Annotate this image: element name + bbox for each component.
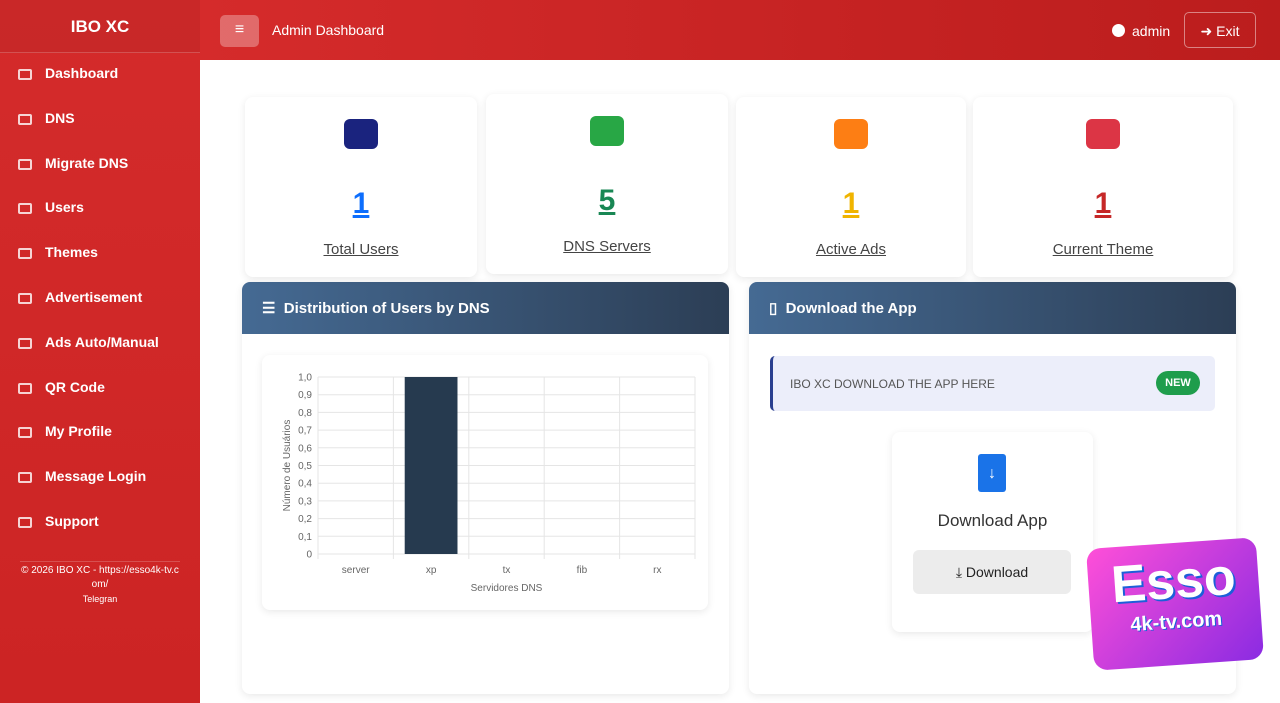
panel-header: ▯ Download the App	[749, 282, 1236, 334]
y-tick-label: 0	[306, 550, 312, 561]
banner-text: IBO XC DOWNLOAD THE APP HERE	[790, 377, 995, 391]
menu-item[interactable]: QR Code	[18, 377, 105, 397]
x-tick-label: fib	[577, 565, 588, 576]
menu-item[interactable]: Users	[18, 197, 84, 217]
menu-icon	[18, 427, 32, 439]
stat-card: 1 Current Theme	[973, 97, 1233, 277]
menu-item[interactable]: Dashboard	[18, 63, 118, 83]
exit-button[interactable]: ➜ Exit	[1184, 12, 1256, 48]
footer: © 2026 IBO XC - https://esso4k-tv.com/Te…	[20, 561, 180, 606]
menu-item[interactable]: Support	[18, 511, 99, 531]
panel-header: ☰ Distribution of Users by DNS	[242, 282, 729, 334]
exit-label: Exit	[1216, 23, 1240, 39]
menu-label: Dashboard	[45, 65, 119, 81]
menu-item[interactable]: Migrate DNS	[18, 153, 128, 173]
menu-label: My Profile	[45, 423, 112, 440]
y-axis-label: Número de Usuários	[282, 420, 293, 512]
menu-icon	[18, 337, 32, 349]
y-tick-label: 0,6	[298, 443, 312, 454]
footer-text: © 2026 IBO XC - https://esso4k-tv.com/	[21, 565, 179, 590]
chart-panel: ☰ Distribution of Users by DNS 0 0,1 0,2 0,…	[242, 282, 729, 694]
stat-icon	[590, 116, 624, 146]
stat-icon	[834, 119, 868, 149]
menu-item[interactable]: My Profile	[18, 421, 112, 441]
stat-card: 1 Active Ads	[736, 97, 966, 277]
menu-label: Message Login	[45, 468, 147, 485]
sidebar: IBO XC © 2026 IBO XC - https://esso4k-tv…	[0, 0, 200, 703]
x-axis-label: Servidores DNS	[471, 583, 543, 594]
y-tick-label: 0,7	[298, 426, 312, 437]
menu-icon	[18, 382, 32, 394]
stat-label: DNS Servers	[563, 238, 651, 255]
chart: 0 0,1 0,2 0,3 0,4 0,5 0,6 0,7 0,8 0,9 1,0 server xp t…	[282, 373, 696, 594]
stat-value: 1	[1094, 187, 1112, 220]
banner: IBO XC DOWNLOAD THE APP HERE NEW	[770, 356, 1215, 411]
menu-item[interactable]: Themes	[18, 242, 98, 262]
watermark: Esso 4k-tv.com	[1085, 537, 1265, 671]
menu-label: Migrate DNS	[45, 154, 129, 171]
menu-icon	[18, 69, 32, 80]
chart-card: 0 0,1 0,2 0,3 0,4 0,5 0,6 0,7 0,8 0,9 1,0 server xp t…	[262, 355, 708, 610]
y-tick-label: 0,9	[298, 390, 312, 401]
stat-value: 5	[598, 184, 616, 217]
panel-title: Download the App	[785, 300, 917, 317]
menu-item[interactable]: Advertisement	[18, 287, 142, 307]
download-button[interactable]: ⤓ Download	[913, 550, 1071, 594]
y-tick-label: 0,4	[298, 479, 312, 490]
stat-icon	[344, 119, 378, 149]
y-tick-label: 0,1	[298, 532, 312, 543]
stat-card: 5 DNS Servers	[486, 94, 728, 274]
file-icon: ↓	[978, 454, 1006, 492]
stat-value: 1	[352, 187, 370, 220]
download-panel: ▯ Download the App IBO XC DOWNLOAD THE A…	[749, 282, 1236, 694]
x-tick-label: tx	[503, 565, 511, 576]
download-card: ↓ Download App ⤓ Download	[892, 432, 1093, 632]
menu-icon	[18, 517, 32, 528]
menu-icon	[18, 158, 32, 170]
stat-icon	[1086, 119, 1120, 149]
menu-item[interactable]: Ads Auto/Manual	[18, 332, 159, 352]
stat-value: 1	[842, 187, 860, 220]
y-tick-label: 0,8	[298, 408, 312, 419]
menu-label: Advertisement	[45, 289, 143, 305]
user-name[interactable]: admin	[1132, 23, 1171, 39]
user-icon	[1112, 24, 1125, 37]
menu-toggle[interactable]: ≡	[220, 15, 259, 47]
x-tick-label: server	[342, 565, 370, 576]
watermark-title: Esso	[1109, 547, 1238, 615]
telegram-link[interactable]: Telegran	[82, 594, 118, 604]
brand: IBO XC	[0, 0, 200, 53]
y-tick-label: 0,5	[298, 461, 312, 472]
menu-label: DNS	[45, 109, 75, 126]
panel-title: Distribution of Users by DNS	[283, 300, 490, 317]
menu-label: Themes	[45, 244, 98, 261]
y-tick-label: 0,2	[298, 514, 312, 525]
bar	[404, 377, 458, 554]
menu-icon	[18, 248, 32, 260]
menu-label: Support	[45, 513, 99, 529]
menu-icon	[18, 203, 32, 215]
menu-label: QR Code	[45, 378, 105, 395]
stat-card: 1 Total Users	[245, 97, 477, 277]
x-tick-label: rx	[653, 565, 661, 576]
menu-icon	[18, 113, 32, 125]
stat-label: Current Theme	[1052, 241, 1154, 258]
x-tick-label: xp	[426, 565, 437, 576]
button-label: Download	[965, 564, 1029, 580]
y-tick-label: 1,0	[298, 373, 312, 384]
header: ≡ Admin Dashboard admin ➜ Exit	[200, 0, 1280, 60]
header-title: Admin Dashboard	[272, 22, 385, 38]
card-title: Download App	[937, 511, 1048, 530]
menu-item[interactable]: Message Login	[18, 466, 146, 486]
badge: NEW	[1156, 371, 1200, 395]
y-tick-label: 0,3	[298, 496, 312, 507]
menu-item[interactable]: DNS	[18, 108, 75, 128]
menu-icon	[18, 472, 32, 484]
menu-label: Ads Auto/Manual	[45, 333, 159, 350]
stat-label: Total Users	[323, 241, 399, 258]
stat-label: Active Ads	[815, 241, 887, 258]
menu-icon	[18, 293, 32, 304]
menu-label: Users	[45, 199, 84, 216]
